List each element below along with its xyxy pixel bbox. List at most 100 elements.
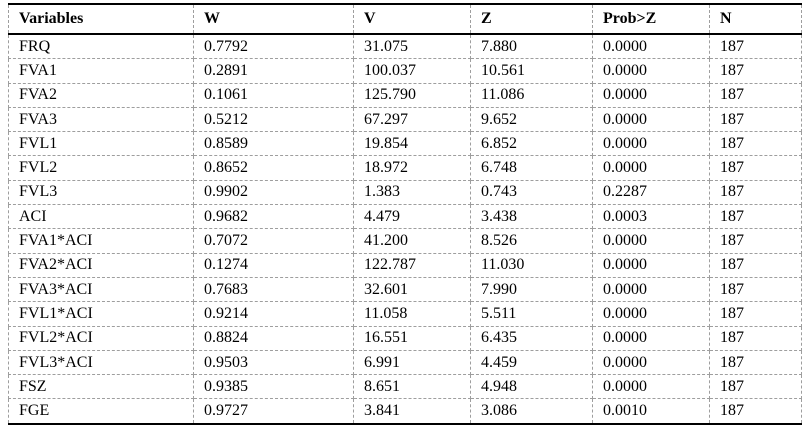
column-header-z: Z [470, 3, 593, 35]
cell-v: 100.037 [353, 58, 471, 84]
cell-w: 0.7792 [193, 33, 354, 60]
cell-variable: FVA3*ACI [8, 276, 194, 303]
cell-n: 187 [709, 228, 802, 254]
table-header: Variables W V Z Prob>Z N [8, 3, 802, 35]
cell-prob-z: 0.0000 [592, 325, 710, 351]
cell-v: 41.200 [353, 228, 471, 254]
cell-n: 187 [709, 179, 802, 206]
cell-variable: FVL1*ACI [8, 301, 194, 327]
cell-v: 16.551 [353, 325, 471, 351]
cell-z: 6.435 [470, 325, 593, 351]
cell-w: 0.8824 [193, 325, 354, 351]
cell-v: 11.058 [353, 301, 471, 327]
cell-z: 7.990 [470, 276, 593, 303]
table-row: FVL3 0.9902 1.383 0.743 0.2287 187 [8, 179, 802, 206]
cell-v: 3.841 [353, 398, 471, 425]
cell-z: 5.511 [470, 301, 593, 327]
cell-z: 4.459 [470, 349, 593, 376]
cell-z: 6.748 [470, 155, 593, 181]
cell-z: 3.086 [470, 398, 593, 425]
cell-v: 6.991 [353, 349, 471, 376]
cell-z: 3.438 [470, 204, 593, 230]
cell-v: 8.651 [353, 374, 471, 400]
cell-prob-z: 0.0000 [592, 33, 710, 60]
cell-prob-z: 0.2287 [592, 179, 710, 206]
cell-variable: FVA2*ACI [8, 252, 194, 278]
table-row: FRQ 0.7792 31.075 7.880 0.0000 187 [8, 33, 802, 60]
column-header-w: W [193, 3, 354, 35]
cell-prob-z: 0.0003 [592, 204, 710, 230]
cell-prob-z: 0.0000 [592, 228, 710, 254]
cell-v: 122.787 [353, 252, 471, 278]
column-header-v: V [353, 3, 471, 35]
cell-z: 0.743 [470, 179, 593, 206]
cell-n: 187 [709, 106, 802, 133]
cell-w: 0.7683 [193, 276, 354, 303]
cell-w: 0.9385 [193, 374, 354, 400]
cell-prob-z: 0.0000 [592, 276, 710, 303]
cell-w: 0.1061 [193, 82, 354, 108]
cell-v: 31.075 [353, 33, 471, 60]
table-row: ACI 0.9682 4.479 3.438 0.0003 187 [8, 204, 802, 230]
cell-prob-z: 0.0000 [592, 82, 710, 108]
cell-prob-z: 0.0000 [592, 301, 710, 327]
table-row: FGE 0.9727 3.841 3.086 0.0010 187 [8, 398, 802, 425]
cell-variable: FVL2*ACI [8, 325, 194, 351]
cell-w: 0.2891 [193, 58, 354, 84]
column-header-prob-z: Prob>Z [592, 3, 710, 35]
cell-v: 32.601 [353, 276, 471, 303]
column-header-n: N [709, 3, 802, 35]
cell-variable: FVL3 [8, 179, 194, 206]
cell-z: 11.030 [470, 252, 593, 278]
cell-variable: FVA1*ACI [8, 228, 194, 254]
cell-w: 0.9727 [193, 398, 354, 425]
table-row: FVL1*ACI 0.9214 11.058 5.511 0.0000 187 [8, 301, 802, 327]
cell-z: 9.652 [470, 106, 593, 133]
table-row: FVA1 0.2891 100.037 10.561 0.0000 187 [8, 58, 802, 84]
column-header-variables: Variables [8, 3, 194, 35]
cell-w: 0.1274 [193, 252, 354, 278]
cell-z: 4.948 [470, 374, 593, 400]
cell-n: 187 [709, 82, 802, 108]
cell-n: 187 [709, 204, 802, 230]
cell-n: 187 [709, 398, 802, 425]
table-row: FVL3*ACI 0.9503 6.991 4.459 0.0000 187 [8, 349, 802, 376]
cell-w: 0.8652 [193, 155, 354, 181]
table-row: FVA3 0.5212 67.297 9.652 0.0000 187 [8, 106, 802, 133]
cell-n: 187 [709, 155, 802, 181]
cell-z: 10.561 [470, 58, 593, 84]
cell-n: 187 [709, 276, 802, 303]
table-row: FVA2 0.1061 125.790 11.086 0.0000 187 [8, 82, 802, 108]
table-row: FVA1*ACI 0.7072 41.200 8.526 0.0000 187 [8, 228, 802, 254]
table-row: FVA2*ACI 0.1274 122.787 11.030 0.0000 18… [8, 252, 802, 278]
cell-prob-z: 0.0000 [592, 374, 710, 400]
cell-v: 19.854 [353, 131, 471, 157]
table-body: FRQ 0.7792 31.075 7.880 0.0000 187 FVA1 … [8, 33, 802, 425]
cell-prob-z: 0.0000 [592, 131, 710, 157]
cell-prob-z: 0.0000 [592, 155, 710, 181]
cell-prob-z: 0.0000 [592, 252, 710, 278]
cell-variable: FVL1 [8, 131, 194, 157]
cell-v: 67.297 [353, 106, 471, 133]
table-row: FVL1 0.8589 19.854 6.852 0.0000 187 [8, 131, 802, 157]
cell-variable: FVA2 [8, 82, 194, 108]
cell-n: 187 [709, 301, 802, 327]
cell-w: 0.9503 [193, 349, 354, 376]
cell-n: 187 [709, 58, 802, 84]
cell-v: 4.479 [353, 204, 471, 230]
results-table: Variables W V Z Prob>Z N FRQ 0.7792 31.0… [8, 3, 802, 425]
cell-variable: FSZ [8, 374, 194, 400]
cell-v: 1.383 [353, 179, 471, 206]
cell-w: 0.9902 [193, 179, 354, 206]
cell-w: 0.9214 [193, 301, 354, 327]
cell-v: 125.790 [353, 82, 471, 108]
cell-n: 187 [709, 33, 802, 60]
cell-n: 187 [709, 252, 802, 278]
cell-n: 187 [709, 374, 802, 400]
table-header-row: Variables W V Z Prob>Z N [8, 3, 802, 35]
cell-prob-z: 0.0000 [592, 58, 710, 84]
cell-variable: FVA1 [8, 58, 194, 84]
cell-variable: ACI [8, 204, 194, 230]
cell-z: 6.852 [470, 131, 593, 157]
cell-w: 0.8589 [193, 131, 354, 157]
